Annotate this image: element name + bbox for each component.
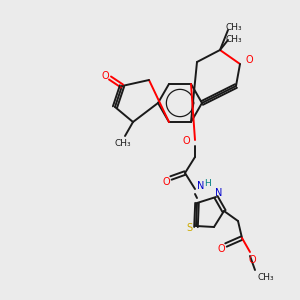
Text: H: H [204,178,211,188]
Text: O: O [182,136,190,146]
Text: N: N [215,188,223,198]
Text: N: N [197,181,204,191]
Text: S: S [186,223,192,233]
Text: O: O [217,244,225,254]
Text: O: O [162,177,170,187]
Text: CH₃: CH₃ [258,272,274,281]
Text: CH₃: CH₃ [225,23,242,32]
Text: O: O [248,255,256,265]
Text: CH₃: CH₃ [115,139,131,148]
Text: CH₃: CH₃ [225,35,242,44]
Text: O: O [101,71,109,81]
Text: O: O [245,55,253,65]
